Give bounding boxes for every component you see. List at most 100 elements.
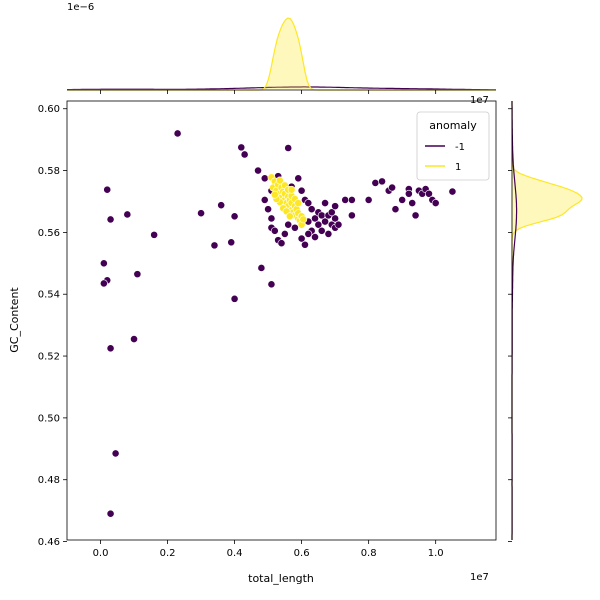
data-point-anomaly-neg <box>347 211 356 220</box>
data-point-anomaly-neg <box>307 205 316 214</box>
data-point-anomaly-neg <box>431 199 440 207</box>
y-tick-label: 0.56 <box>38 228 60 239</box>
x-tick-label: 1.0 <box>428 548 444 559</box>
data-point-anomaly-neg <box>304 199 313 207</box>
right-marginal-kde-pos-fill <box>512 101 582 540</box>
data-point-anomaly-neg <box>404 189 413 198</box>
data-point-anomaly-neg <box>230 294 239 303</box>
data-point-anomaly-neg <box>106 509 115 518</box>
data-point-anomaly-neg <box>230 212 239 221</box>
legend-title: anomaly <box>429 119 477 132</box>
data-point-anomaly-neg <box>123 210 132 219</box>
data-point-anomaly-neg <box>408 199 417 207</box>
data-point-anomaly-neg <box>133 270 142 279</box>
data-point-anomaly-neg <box>197 209 205 218</box>
data-point-anomaly-neg <box>130 335 138 343</box>
data-point-anomaly-neg <box>240 150 249 159</box>
data-point-anomaly-neg <box>270 226 279 235</box>
data-point-anomaly-neg <box>388 183 397 192</box>
data-point-anomaly-neg <box>99 279 108 288</box>
x-tick-label: 0.4 <box>227 548 243 559</box>
data-point-anomaly-neg <box>331 214 340 223</box>
top-marginal-kde-neg <box>67 86 496 91</box>
legend-label-neg: -1 <box>455 142 465 153</box>
x-axis-label: total_length <box>248 572 314 585</box>
data-point-anomaly-neg <box>260 196 269 204</box>
data-point-anomaly-neg <box>150 230 159 239</box>
data-point-anomaly-pos <box>275 176 284 185</box>
data-point-anomaly-neg <box>371 179 380 187</box>
data-point-anomaly-neg <box>311 233 319 241</box>
data-point-anomaly-neg <box>237 143 246 152</box>
data-point-anomaly-neg <box>321 199 329 207</box>
data-point-anomaly-neg <box>210 241 219 250</box>
plot-area-frame <box>66 100 497 541</box>
data-point-anomaly-neg <box>364 196 373 204</box>
data-point-anomaly-neg <box>398 196 407 204</box>
legend-box <box>416 111 490 181</box>
data-point-anomaly-neg <box>411 211 420 220</box>
right-marginal-offset-text: 1e7 <box>470 95 489 106</box>
data-point-anomaly-neg <box>324 230 333 238</box>
data-point-anomaly-neg <box>294 174 303 183</box>
data-point-anomaly-pos <box>287 185 296 194</box>
data-point-anomaly-neg <box>284 144 293 152</box>
data-point-anomaly-neg <box>448 187 457 196</box>
scatter-points <box>99 129 457 518</box>
legend-label-pos: 1 <box>455 162 461 173</box>
data-point-anomaly-neg <box>341 196 350 204</box>
data-point-anomaly-neg <box>106 215 115 224</box>
data-point-anomaly-neg <box>317 226 326 235</box>
data-point-anomaly-neg <box>297 186 306 195</box>
y-axis-ticks: 0.46 0.48 0.50 0.52 0.54 0.56 0.58 0.60 <box>38 104 67 548</box>
data-point-anomaly-pos <box>270 190 279 199</box>
x-tick-label: 0.8 <box>361 548 377 559</box>
data-point-anomaly-neg <box>106 344 115 353</box>
y-tick-label: 0.46 <box>38 537 60 548</box>
right-marginal-ticks <box>508 108 512 542</box>
right-marginal-plot: 1e7 <box>470 95 583 542</box>
top-marginal-offset-text: 1e−6 <box>67 2 94 13</box>
data-point-anomaly-neg <box>334 220 343 229</box>
data-point-anomaly-neg <box>267 280 276 289</box>
data-point-anomaly-neg <box>327 208 336 217</box>
data-point-anomaly-neg <box>173 129 182 138</box>
x-tick-label: 0.6 <box>294 548 310 559</box>
data-point-anomaly-neg <box>311 214 319 223</box>
main-axes: 0.0 0.2 0.4 0.6 0.8 1.0 0.460.480.500.520.540… <box>8 90 497 585</box>
data-point-anomaly-neg <box>331 202 340 211</box>
data-point-anomaly-neg <box>425 189 433 198</box>
data-point-anomaly-neg <box>314 220 323 229</box>
data-point-anomaly-neg <box>217 201 226 210</box>
x-tick-label: 0.0 <box>93 548 109 559</box>
data-point-anomaly-neg <box>260 174 269 183</box>
data-point-anomaly-neg <box>304 230 313 238</box>
data-point-anomaly-neg <box>284 220 293 229</box>
y-tick-label: 0.58 <box>38 166 60 177</box>
data-point-anomaly-neg <box>347 196 356 204</box>
x-axis-ticks: 0.0 0.2 0.4 0.6 0.8 1.0 <box>93 90 444 559</box>
x-axis-offset-text: 1e7 <box>470 572 489 583</box>
data-point-anomaly-neg <box>301 240 309 249</box>
data-point-anomaly-neg <box>378 177 386 186</box>
y-tick-label: 0.48 <box>38 475 60 486</box>
data-point-anomaly-neg <box>257 264 266 272</box>
data-point-anomaly-neg <box>267 214 276 223</box>
top-marginal-plot: 1e−6 <box>67 2 496 91</box>
y-axis-label: GC_Content <box>8 287 21 353</box>
y-tick-label: 0.50 <box>38 413 60 424</box>
data-point-anomaly-pos <box>285 212 294 221</box>
data-point-anomaly-neg <box>277 239 286 248</box>
data-point-anomaly-neg <box>227 238 236 247</box>
data-point-anomaly-neg <box>103 185 112 194</box>
y-tick-label: 0.54 <box>38 290 60 301</box>
right-marginal-kde-pos <box>511 101 583 540</box>
data-point-anomaly-pos <box>299 215 308 224</box>
data-point-anomaly-neg <box>391 205 400 214</box>
data-point-anomaly-neg <box>280 230 289 238</box>
data-point-anomaly-pos <box>294 199 303 207</box>
y-tick-label: 0.60 <box>38 104 60 115</box>
y-tick-label: 0.52 <box>38 352 60 363</box>
data-point-anomaly-neg <box>291 223 299 232</box>
